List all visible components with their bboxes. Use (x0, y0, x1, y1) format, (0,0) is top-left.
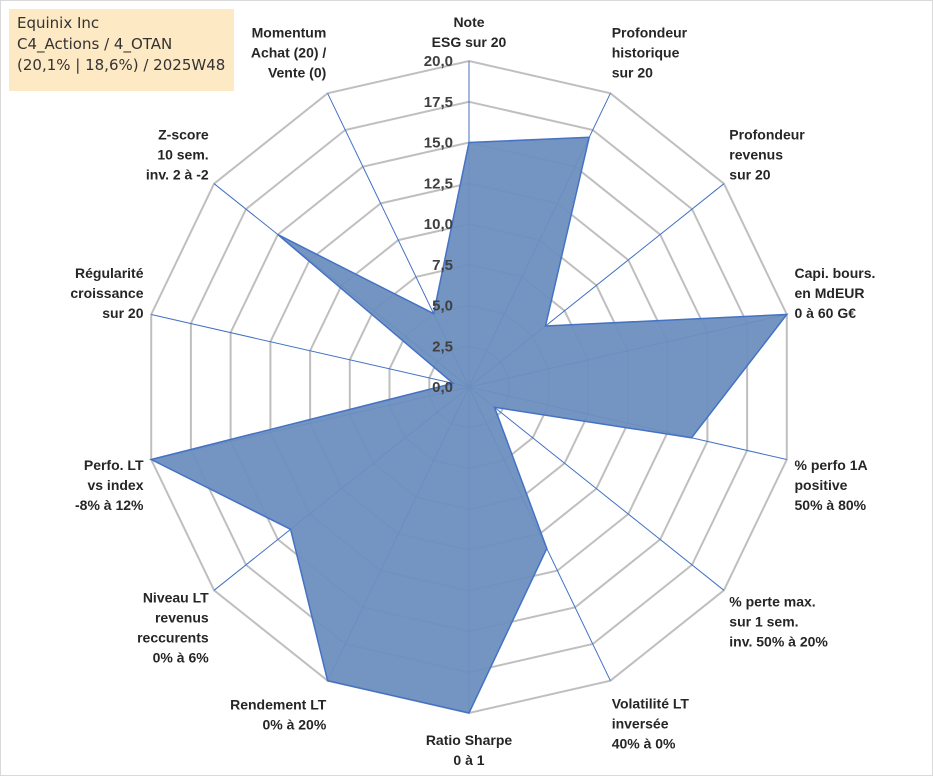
portfolio-label: C4_Actions / 4_OTAN (17, 35, 173, 53)
axis-label-line: positive (795, 477, 848, 493)
axis-label: Volatilité LT inversée 40% à 0% (612, 696, 690, 752)
axis-label-line: 10 sem. (157, 147, 208, 163)
axis-label-line: inv. 2 à -2 (146, 167, 209, 183)
tick-label: 2,5 (432, 338, 453, 355)
axis-label: Régularité croissance sur 20 (70, 265, 143, 321)
axis-label-line: historique (612, 44, 680, 60)
tick-label: 12,5 (424, 175, 453, 192)
company-name: Equinix Inc (17, 14, 100, 32)
axis-label-line: sur 1 sem. (729, 613, 798, 629)
axis-label-line: reccurents (137, 630, 209, 646)
tick-label: 7,5 (432, 257, 453, 274)
axis-label: Perfo. LT vs index -8% à 12% (75, 457, 144, 513)
axis-label-line: Perfo. LT (84, 457, 144, 473)
axis-label: Capi. bours. en MdEUR 0 à 60 G€ (795, 265, 876, 321)
tick-label: 10,0 (424, 216, 453, 233)
axis-label-line: 40% à 0% (612, 736, 676, 752)
axis-label-line: Profondeur (612, 24, 688, 40)
axis-label-line: croissance (70, 285, 143, 301)
axis-label-line: revenus (729, 147, 783, 163)
axis-label: Niveau LT revenus reccurents 0% à 6% (137, 590, 209, 666)
axis-label: % perfo 1A positive 50% à 80% (795, 457, 868, 513)
axis-label-line: Rendement LT (230, 697, 327, 713)
axis-label-line: Z-score (158, 127, 209, 143)
radar-series (149, 136, 789, 714)
axis-label-line: % perfo 1A (795, 457, 868, 473)
axis-label-line: 0% à 20% (262, 717, 326, 733)
axis-label: % perte max. sur 1 sem. inv. 50% à 20% (729, 593, 828, 649)
axis-label: Rendement LT 0% à 20% (230, 697, 327, 733)
axis-label-line: inv. 50% à 20% (729, 633, 828, 649)
axis-label: Profondeur historique sur 20 (612, 24, 688, 80)
axis-label-line: % perte max. (729, 593, 815, 609)
radar-tick-labels: 0,0 2,5 5,0 7,5 10,0 12,5 15,0 17,5 20,0 (424, 53, 453, 396)
axis-label: Note ESG sur 20 (432, 14, 507, 50)
axis-spoke (151, 314, 470, 388)
axis-label-line: ESG sur 20 (432, 34, 507, 50)
axis-label-line: Capi. bours. (795, 265, 876, 281)
axis-label-line: -8% à 12% (75, 497, 144, 513)
axis-label-line: 0 à 1 (453, 752, 484, 768)
axis-label-line: inversée (612, 716, 669, 732)
axis-label-line: Profondeur (729, 127, 805, 143)
axis-label-line: 0 à 60 G€ (795, 305, 857, 321)
axis-label-line: Volatilité LT (612, 696, 690, 712)
tick-label: 15,0 (424, 135, 453, 152)
axis-label: Z-score 10 sem. inv. 2 à -2 (146, 127, 209, 183)
axis-label-line: sur 20 (612, 64, 653, 80)
axis-label-line: sur 20 (102, 305, 143, 321)
axis-label-line: vs index (87, 477, 143, 493)
weights-week-label: (20,1% | 18,6%) / 2025W48 (17, 56, 226, 74)
tick-label: 0,0 (432, 379, 453, 396)
axis-label-line: sur 20 (729, 167, 770, 183)
axis-label-line: Momentum (252, 24, 327, 40)
axis-label-line: Vente (0) (268, 64, 326, 80)
axis-spoke (468, 386, 725, 591)
axis-label: Ratio Sharpe 0 à 1 (426, 732, 513, 768)
axis-label-line: Niveau LT (143, 590, 209, 606)
axis-label-line: Régularité (75, 265, 144, 281)
series-area (149, 136, 789, 714)
axis-label-line: Achat (20) / (251, 44, 327, 60)
axis-label-line: Ratio Sharpe (426, 732, 513, 748)
axis-label-line: Note (453, 14, 484, 30)
axis-label-line: 0% à 6% (153, 650, 210, 666)
axis-label: Profondeur revenus sur 20 (729, 127, 805, 183)
radar-axis-labels: Note ESG sur 20 Profondeur historique sur 20… (70, 14, 875, 768)
axis-label-line: en MdEUR (795, 285, 865, 301)
axis-label-line: revenus (155, 610, 209, 626)
tick-label: 5,0 (432, 298, 453, 315)
axis-label-line: 50% à 80% (795, 497, 867, 513)
info-box: Equinix Inc C4_Actions / 4_OTAN (20,1% |… (9, 9, 234, 91)
tick-label: 17,5 (424, 94, 453, 111)
tick-label: 20,0 (424, 53, 453, 70)
axis-label: Momentum Achat (20) / Vente (0) (251, 24, 327, 80)
